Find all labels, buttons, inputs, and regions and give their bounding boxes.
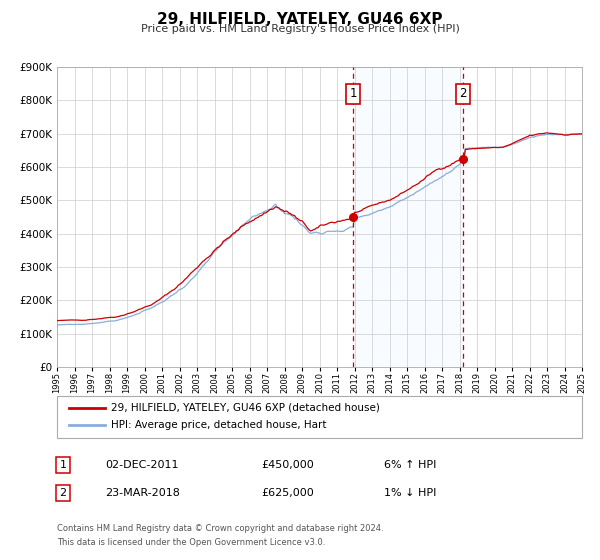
- Text: 2: 2: [460, 87, 467, 100]
- Text: 02-DEC-2011: 02-DEC-2011: [105, 460, 179, 470]
- Text: Contains HM Land Registry data © Crown copyright and database right 2024.: Contains HM Land Registry data © Crown c…: [57, 524, 383, 533]
- Text: 23-MAR-2018: 23-MAR-2018: [105, 488, 180, 498]
- Text: This data is licensed under the Open Government Licence v3.0.: This data is licensed under the Open Gov…: [57, 538, 325, 547]
- Text: 1: 1: [59, 460, 67, 470]
- Text: 1% ↓ HPI: 1% ↓ HPI: [384, 488, 436, 498]
- Text: HPI: Average price, detached house, Hart: HPI: Average price, detached house, Hart: [111, 421, 326, 430]
- Text: £450,000: £450,000: [261, 460, 314, 470]
- Bar: [353, 67, 463, 367]
- Text: 29, HILFIELD, YATELEY, GU46 6XP: 29, HILFIELD, YATELEY, GU46 6XP: [157, 12, 443, 27]
- Text: Price paid vs. HM Land Registry's House Price Index (HPI): Price paid vs. HM Land Registry's House …: [140, 24, 460, 34]
- Text: 2: 2: [59, 488, 67, 498]
- Text: 1: 1: [349, 87, 357, 100]
- Text: £625,000: £625,000: [261, 488, 314, 498]
- Text: 29, HILFIELD, YATELEY, GU46 6XP (detached house): 29, HILFIELD, YATELEY, GU46 6XP (detache…: [111, 403, 380, 413]
- Text: 6% ↑ HPI: 6% ↑ HPI: [384, 460, 436, 470]
